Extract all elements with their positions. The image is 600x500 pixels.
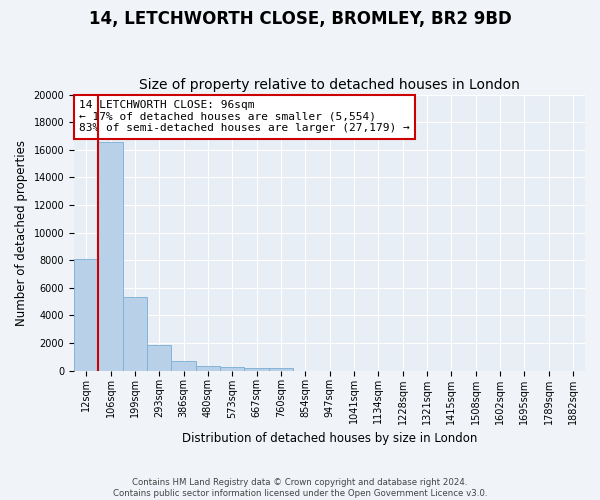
Text: 14, LETCHWORTH CLOSE, BROMLEY, BR2 9BD: 14, LETCHWORTH CLOSE, BROMLEY, BR2 9BD — [89, 10, 511, 28]
Bar — [269, 368, 293, 370]
Bar — [74, 260, 98, 370]
Bar — [196, 366, 220, 370]
Bar — [220, 368, 244, 370]
Y-axis label: Number of detached properties: Number of detached properties — [15, 140, 28, 326]
Bar — [122, 296, 147, 370]
Text: Contains HM Land Registry data © Crown copyright and database right 2024.
Contai: Contains HM Land Registry data © Crown c… — [113, 478, 487, 498]
Bar — [147, 345, 172, 370]
X-axis label: Distribution of detached houses by size in London: Distribution of detached houses by size … — [182, 432, 477, 445]
Bar — [98, 142, 122, 370]
Bar — [244, 368, 269, 370]
Bar — [172, 361, 196, 370]
Text: 14 LETCHWORTH CLOSE: 96sqm
← 17% of detached houses are smaller (5,554)
83% of s: 14 LETCHWORTH CLOSE: 96sqm ← 17% of deta… — [79, 100, 410, 134]
Title: Size of property relative to detached houses in London: Size of property relative to detached ho… — [139, 78, 520, 92]
